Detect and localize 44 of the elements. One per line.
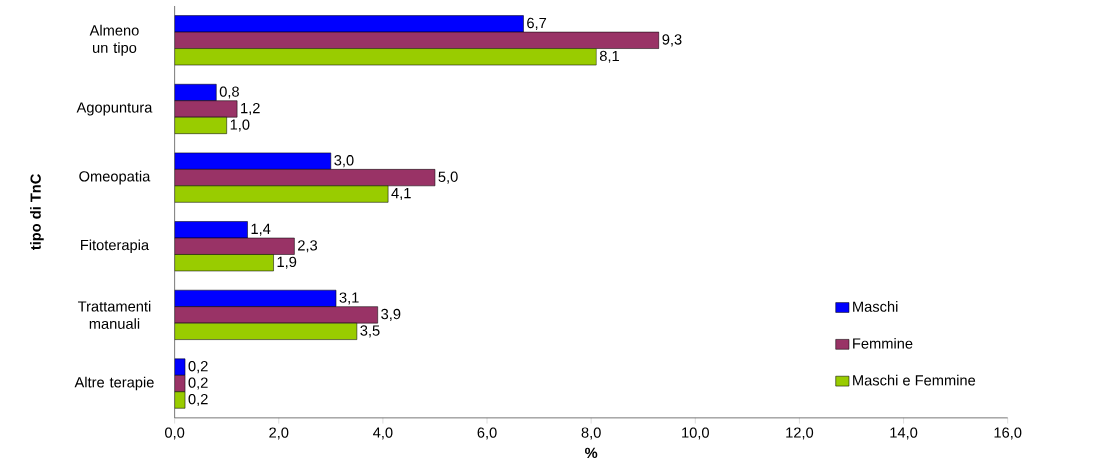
x-tick-label: 16,0 [994, 427, 1022, 440]
legend-label: Femmine [853, 338, 913, 349]
y-tick-label: Almeno un tipo [89, 24, 139, 56]
y-axis-title: tipo di TnC [30, 174, 44, 251]
x-tick-label: 6,0 [477, 427, 497, 440]
bar [174, 48, 597, 66]
y-tick-label: Fitoterapia [81, 239, 150, 254]
x-tick-label: 2,0 [269, 427, 289, 440]
data-label: 1,9 [277, 256, 297, 269]
data-label: 0,8 [219, 86, 239, 99]
bar [174, 237, 295, 255]
y-tick-label: Trattamenti manuali [78, 300, 151, 330]
data-label: 0,2 [188, 377, 208, 390]
legend-label: Maschi e Femmine [853, 374, 976, 386]
x-tick-label: 10,0 [682, 427, 709, 440]
y-tick-label: Altre terapie [74, 376, 154, 391]
x-tick-label: 8,0 [581, 427, 601, 440]
data-label: 2,3 [298, 240, 318, 253]
data-label: 0,2 [188, 361, 208, 374]
data-label: 3,9 [381, 308, 401, 322]
data-label: 3,5 [360, 325, 380, 338]
y-tick-label: Agopuntura [76, 102, 153, 116]
y-tick-label: Omeopatia [79, 170, 151, 185]
data-label: 3,1 [339, 292, 359, 305]
bar [174, 100, 238, 118]
x-tick-label: 12,0 [786, 427, 814, 440]
legend-label: Maschi [853, 301, 898, 312]
bar [174, 306, 378, 324]
data-label: 9,3 [662, 34, 682, 47]
data-label: 1,4 [251, 223, 271, 236]
data-label: 1,0 [230, 119, 250, 132]
x-tick-label: 0,0 [165, 427, 185, 440]
x-axis-title: % [585, 447, 598, 459]
data-label: 3,0 [334, 155, 354, 168]
x-tick-label: 4,0 [373, 427, 393, 440]
data-label: 4,1 [391, 188, 411, 201]
data-label: 0,2 [188, 394, 208, 407]
bar [174, 169, 436, 187]
data-label: 5,0 [438, 171, 458, 184]
bar [174, 31, 660, 49]
x-tick-label: 14,0 [890, 427, 918, 440]
data-label: 6,7 [527, 17, 547, 30]
data-label: 1,2 [241, 103, 260, 116]
data-label: 8,1 [599, 50, 619, 63]
